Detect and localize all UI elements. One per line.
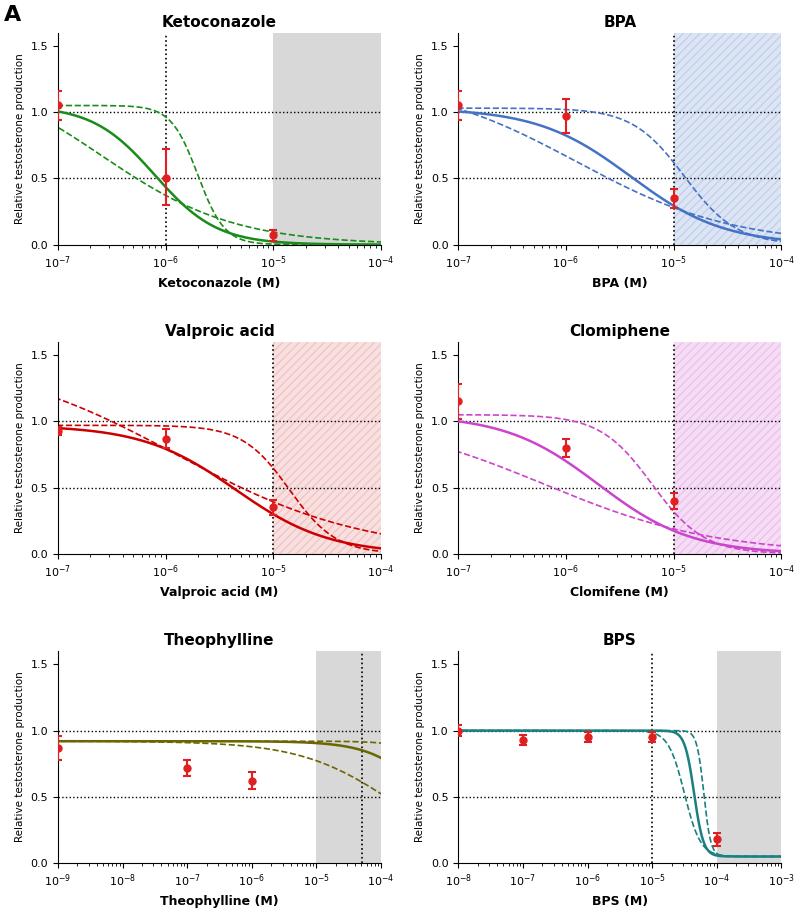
X-axis label: Clomifene (M): Clomifene (M)	[570, 586, 669, 599]
Title: Valproic acid: Valproic acid	[164, 324, 275, 340]
Title: Clomiphene: Clomiphene	[569, 324, 671, 340]
Y-axis label: Relative testosterone production: Relative testosterone production	[15, 672, 25, 843]
Y-axis label: Relative testosterone production: Relative testosterone production	[15, 363, 25, 533]
X-axis label: Theophylline (M): Theophylline (M)	[160, 895, 279, 908]
Title: BPA: BPA	[603, 15, 637, 30]
Title: BPS: BPS	[603, 633, 637, 649]
Y-axis label: Relative testosterone production: Relative testosterone production	[416, 672, 425, 843]
Title: Theophylline: Theophylline	[164, 633, 275, 649]
X-axis label: Ketoconazole (M): Ketoconazole (M)	[158, 277, 280, 290]
Y-axis label: Relative testosterone production: Relative testosterone production	[15, 54, 25, 224]
Y-axis label: Relative testosterone production: Relative testosterone production	[416, 363, 425, 533]
X-axis label: BPS (M): BPS (M)	[592, 895, 648, 908]
Y-axis label: Relative testosterone production: Relative testosterone production	[416, 54, 425, 224]
X-axis label: Valproic acid (M): Valproic acid (M)	[160, 586, 279, 599]
Title: Ketoconazole: Ketoconazole	[162, 15, 277, 30]
Text: A: A	[4, 5, 21, 25]
X-axis label: BPA (M): BPA (M)	[592, 277, 648, 290]
